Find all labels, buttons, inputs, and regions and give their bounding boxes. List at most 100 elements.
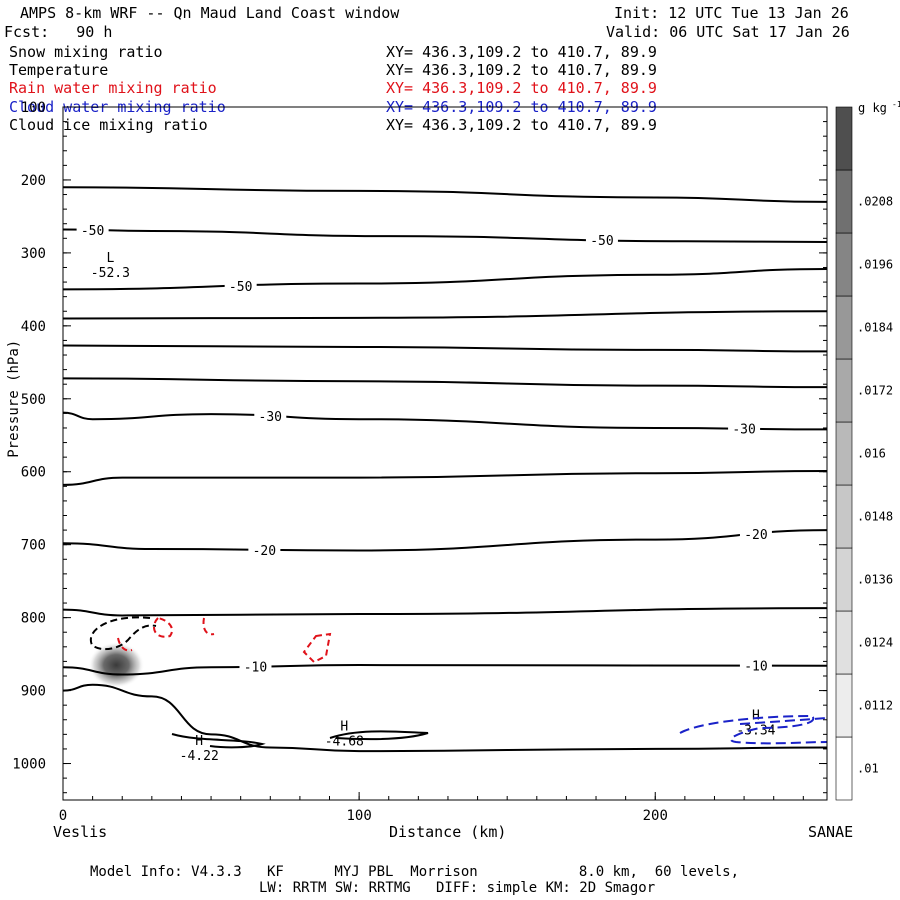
colorbar-label: .0172 <box>857 384 893 398</box>
x-tick-label: 200 <box>643 808 668 824</box>
plot-frame <box>62 106 828 801</box>
contour-label: -10 <box>744 660 767 675</box>
extremum-value: -3.34 <box>736 723 775 738</box>
extremum-marker: H <box>195 734 203 749</box>
extremum-value: -4.22 <box>180 749 219 764</box>
colorbar-swatch <box>835 421 853 486</box>
contour-label-bg <box>239 659 272 674</box>
extremum-value: -52.3 <box>91 266 130 281</box>
contour-label: -50 <box>229 280 252 295</box>
forecast-hour: Fcst: 90 h <box>4 23 113 41</box>
contour-label: -50 <box>81 224 104 239</box>
contour-label: -30 <box>259 410 282 425</box>
y-tick-label: 500 <box>21 392 46 408</box>
colorbar-swatch <box>835 106 853 171</box>
colorbar-swatch <box>835 358 853 423</box>
y-tick-label: 700 <box>21 538 46 554</box>
y-tick-label: 1000 <box>12 757 46 773</box>
field-xy: XY= 436.3,109.2 to 410.7, 89.9 <box>386 79 657 97</box>
temperature-contour <box>62 607 828 617</box>
extremum-value: -4.68 <box>325 734 364 749</box>
y-tick-label: 100 <box>21 100 46 116</box>
contour-label-bg <box>739 658 772 673</box>
cloud-water-contour <box>739 717 828 725</box>
temperature-contour <box>62 310 828 320</box>
temperature-contour <box>62 267 828 291</box>
x-right-endpoint: SANAE <box>808 823 854 841</box>
rain-water-contour <box>302 632 332 664</box>
x-axis-label: Distance (km) <box>389 823 507 841</box>
x-tick-label: 0 <box>59 808 67 824</box>
contour-label: -20 <box>253 544 276 559</box>
colorbar-label: .0208 <box>857 195 893 209</box>
rain-water-contour <box>153 616 174 638</box>
colorbar-swatch <box>835 169 853 234</box>
temperature-contour <box>62 186 828 203</box>
x-tick-label: 100 <box>346 808 371 824</box>
y-tick-label: 600 <box>21 465 46 481</box>
field-name: Temperature <box>9 61 109 79</box>
field-name: Rain water mixing ratio <box>9 79 217 97</box>
extremum-marker: H <box>752 708 760 723</box>
colorbar-label: .016 <box>857 447 886 461</box>
temperature-contour <box>62 377 828 389</box>
x-left-endpoint: Veslis <box>53 823 108 841</box>
temperature-contour <box>62 470 828 486</box>
contour-label: -50 <box>590 234 613 249</box>
colorbar-swatch <box>835 673 853 738</box>
colorbar-unit: g kg <box>858 101 887 115</box>
field-name: Snow mixing ratio <box>9 43 163 61</box>
colorbar-label: .0136 <box>857 573 893 587</box>
colorbar-swatch <box>835 484 853 549</box>
field-xy: XY= 436.3,109.2 to 410.7, 89.9 <box>386 116 657 134</box>
y-tick-label: 800 <box>21 611 46 627</box>
temperature-contour <box>62 664 828 676</box>
contour-label-bg <box>585 232 618 247</box>
y-tick-label: 400 <box>21 319 46 335</box>
colorbar-label: .0196 <box>857 258 893 272</box>
contour-label: -10 <box>244 661 267 676</box>
temperature-contour <box>62 411 828 431</box>
colorbar-label: .01 <box>857 762 879 776</box>
chart-title: AMPS 8-km WRF -- Qn Maud Land Coast wind… <box>20 4 400 22</box>
colorbar-swatch <box>835 736 853 801</box>
model-info: Model Info: V4.3.3 KF MYJ PBL Morrison 8… <box>90 864 740 880</box>
temperature-contour <box>62 344 828 353</box>
contour-label-bg <box>248 542 281 557</box>
temperature-contour <box>329 730 429 741</box>
colorbar-swatch <box>835 547 853 612</box>
contour-label-bg <box>76 223 109 238</box>
colorbar-label: .0148 <box>857 510 893 524</box>
colorbar-swatch <box>835 295 853 360</box>
model-physics: LW: RRTM SW: RRTMG DIFF: simple KM: 2D S… <box>259 880 656 896</box>
temperature-contour <box>171 733 266 749</box>
contour-label-bg <box>254 409 287 424</box>
y-tick-label: 300 <box>21 246 46 262</box>
colorbar-label: .0112 <box>857 699 893 713</box>
temperature-contour <box>62 228 828 243</box>
valid-time: Valid: 06 UTC Sat 17 Jan 26 <box>606 23 850 41</box>
rain-water-contour <box>117 637 133 652</box>
init-time: Init: 12 UTC Tue 13 Jan 26 <box>614 4 849 22</box>
colorbar-swatch <box>835 610 853 675</box>
field-xy: XY= 436.3,109.2 to 410.7, 89.9 <box>386 43 657 61</box>
temperature-contour <box>62 683 828 753</box>
cloud-water-contour <box>679 714 828 745</box>
contour-label-bg <box>739 527 772 542</box>
temperature-contour <box>62 529 828 552</box>
field-xy: XY= 436.3,109.2 to 410.7, 89.9 <box>386 61 657 79</box>
rain-water-contour <box>202 617 215 636</box>
colorbar-label: .0184 <box>857 321 893 335</box>
extremum-marker: L <box>106 251 114 266</box>
extremum-marker: H <box>340 719 348 734</box>
field-name: Cloud ice mixing ratio <box>9 116 208 134</box>
colorbar-unit-exponent: -1 <box>892 100 900 109</box>
contour-label-bg <box>224 278 257 293</box>
colorbar-swatch <box>835 232 853 297</box>
contour-label: -20 <box>744 528 767 543</box>
colorbar-label: .0124 <box>857 636 893 650</box>
y-tick-label: 200 <box>21 173 46 189</box>
y-tick-label: 900 <box>21 684 46 700</box>
